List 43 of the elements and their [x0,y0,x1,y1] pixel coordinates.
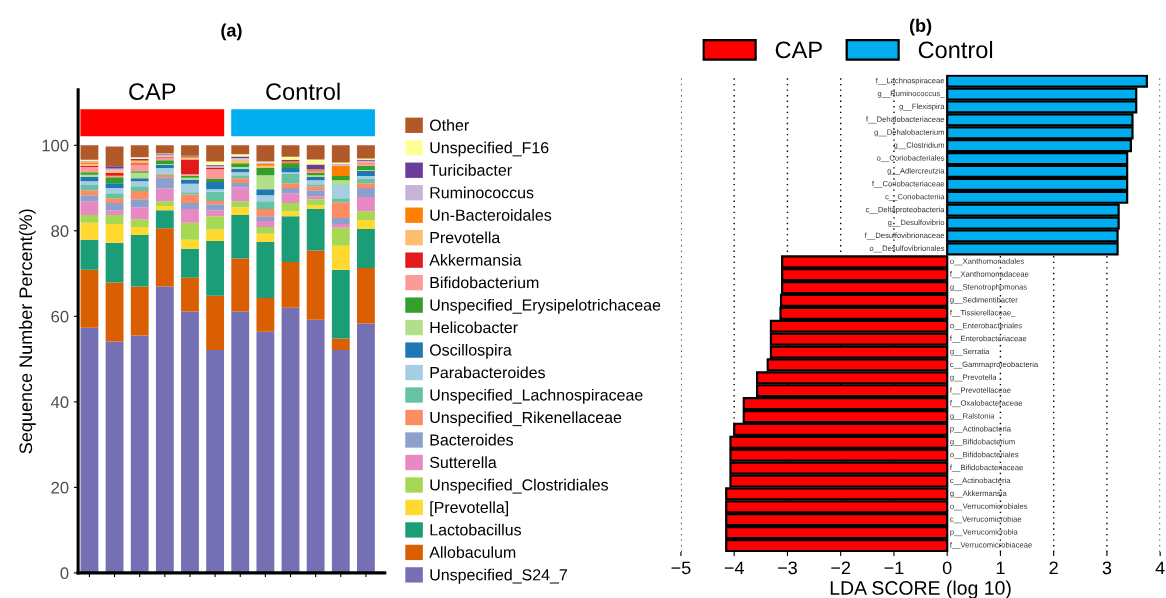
x-tick-label: −5 [671,561,691,575]
legend-label: Unspecified_Clostridiales [430,478,608,494]
legend-label: CAP [775,41,822,59]
x-tick-label: 4 [1155,561,1165,575]
legend-label: Unspecified_Erysipelotrichaceae [430,298,661,314]
legend-label: Parabacteroides [430,366,545,379]
y-tick-label: 100 [42,139,69,152]
legend-label: Helicobacter [430,321,518,334]
y-tick-label: 80 [51,225,69,238]
y-tick-label: 60 [51,310,69,323]
legend-label: Other [430,119,469,131]
legend-label: Bifidobacterium [430,276,539,289]
x-tick-label: 2 [1049,561,1058,575]
y-axis-title: Sequence Number Percent(%) [18,209,36,454]
legend-label: Allobaculum [429,546,516,558]
chart-title: (b) [909,18,932,36]
y-tick-label: 20 [51,481,69,494]
x-tick-label: −4 [724,561,744,575]
annotation: CAP [129,83,176,100]
x-tick-label: −1 [884,561,904,575]
legend-label: Un-Bacteroidales [430,209,552,221]
legend-label: Bacteroides [430,433,514,446]
x-tick-label: −3 [778,561,797,575]
legend-label: Prevotella [430,231,501,244]
legend-label: Unspecified_S24_7 [430,568,567,584]
legend-label: Unspecified_Rikenellaceae [430,411,622,427]
legend-label: Akkermansia [429,254,522,266]
legend-label: Ruminococcus [430,186,534,199]
legend-label: Unspecified_Lachnospiraceae [430,388,643,404]
x-tick-label: 3 [1102,561,1112,575]
y-tick-label: 40 [50,396,69,409]
legend-label: Control [918,40,993,59]
legend-label: Unspecified_F16 [430,141,549,157]
legend-label: [Prevotella] [430,501,509,517]
x-tick-label: 1 [996,561,1005,575]
legend-label: Sutterella [429,456,497,469]
x-tick-label: −2 [831,561,851,575]
chart-title: (a) [221,23,242,41]
legend-label: Turicibacter [429,164,512,176]
annotation: Control [266,82,340,100]
x-axis-title: LDA SCORE (log 10) [830,580,1011,598]
legend-label: Oscillospira [430,343,512,359]
legend-label: Lactobacillus [430,523,522,536]
